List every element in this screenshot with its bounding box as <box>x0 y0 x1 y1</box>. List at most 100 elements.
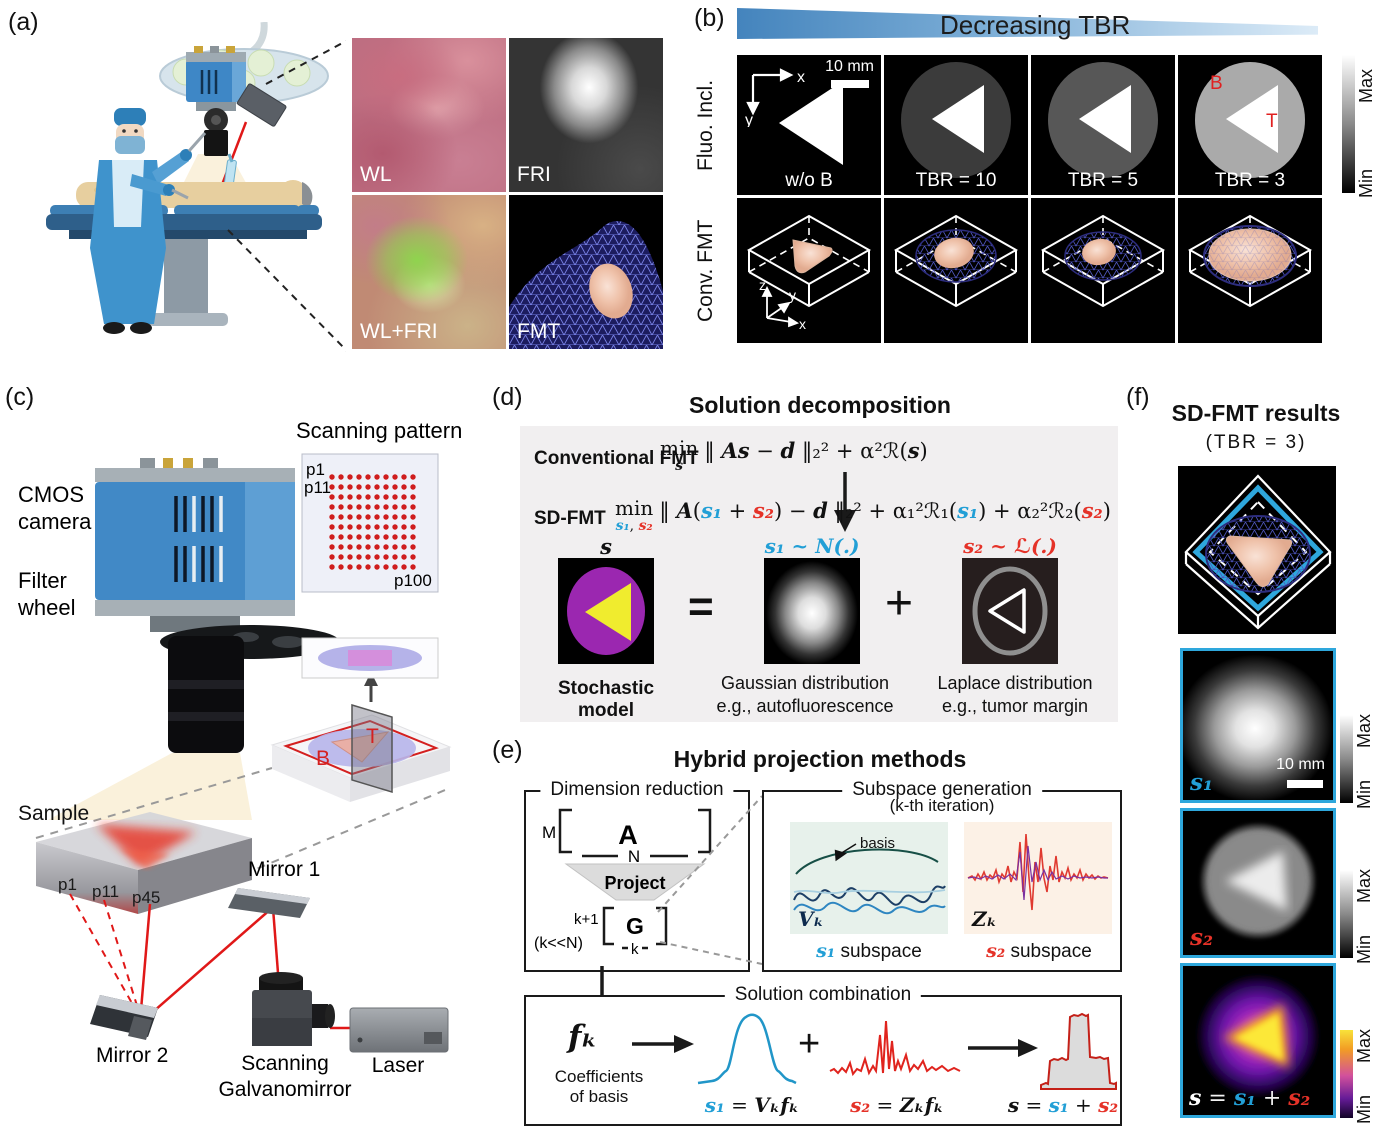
phantom-icon: B T <box>270 672 452 802</box>
cmos-label-1: CMOS <box>18 482 84 507</box>
subspace-generation-title: Subspace generation <box>842 779 1042 801</box>
mirror1-icon <box>228 888 310 918</box>
panel-f-subtitle: (TBR = 3) <box>1205 432 1307 453</box>
s1-result-image: s₁ 10 mm <box>1180 648 1336 803</box>
combined-curve <box>1040 1012 1117 1090</box>
fmt-mesh-render <box>509 221 663 349</box>
s2-result-label: s₂ <box>1190 924 1214 951</box>
cmos-camera-icon <box>95 458 295 632</box>
s2-subspace-label: s₂ subspace <box>986 940 1092 962</box>
colorbar-gray <box>1340 870 1353 958</box>
colorbar-min-label: Min <box>1354 1094 1374 1124</box>
sdfmt-3d-result <box>1178 466 1336 634</box>
colorbar-max-label: Max <box>1354 713 1374 748</box>
surgery-illustration <box>46 22 346 352</box>
tbr-header: Decreasing TBR <box>940 10 1131 40</box>
photo-fmt-label: FMT <box>517 320 561 343</box>
zoom-dashed-lines <box>227 39 346 352</box>
svg-text:x: x <box>799 316 806 332</box>
photo-fmt: FMT <box>509 195 663 349</box>
laplace-caption: Laplace distribution e.g., tumor margin <box>937 673 1093 716</box>
svg-text:p1: p1 <box>306 460 325 479</box>
photo-wlfri: WL+FRI <box>352 195 506 349</box>
stochastic-model-caption: Stochastic model <box>557 678 655 721</box>
panel-c-tag: (c) <box>5 383 35 411</box>
lens-icon <box>168 636 244 753</box>
fmt3d-cell-tbr3 <box>1178 198 1322 343</box>
gaussian-caption: Gaussian distribution e.g., autofluoresce… <box>716 673 894 716</box>
scan-pattern-box: p1 p11 p100 <box>301 453 439 593</box>
fluo-cell-wob: x y 10 mm w/o B <box>737 55 881 195</box>
svg-text:N: N <box>628 847 640 866</box>
svg-text:G: G <box>626 913 644 939</box>
fluo-cell-tbr10: TBR = 10 <box>884 55 1028 195</box>
colorbar-min-label: Min <box>1354 934 1374 964</box>
svg-text:y: y <box>789 287 796 303</box>
svg-text:B: B <box>316 747 330 770</box>
s-result-label: s = s₁ + s₂ <box>1189 1085 1311 1111</box>
cmos-label-2: camera <box>18 509 92 534</box>
cell-caption: TBR = 10 <box>915 170 997 191</box>
s2-curve <box>829 1020 961 1077</box>
svg-text:Zₖ: Zₖ <box>971 907 997 931</box>
fluo-cell-tbr5: TBR = 5 <box>1031 55 1175 195</box>
svg-text:y: y <box>745 112 753 127</box>
panel-e-tag: (e) <box>492 736 523 764</box>
svg-text:z: z <box>759 277 766 293</box>
laser-beams <box>69 893 352 1030</box>
fmt3d-cell-tbr5 <box>1031 198 1175 343</box>
svg-text:p1: p1 <box>58 875 77 894</box>
mirror1-label: Mirror 1 <box>248 858 320 881</box>
plus-sign: + <box>798 1023 821 1065</box>
kth-iteration-label: (k-th iteration) <box>889 796 995 815</box>
svg-text:k: k <box>631 941 639 958</box>
photo-wl-label: WL <box>360 163 392 186</box>
colorbar-gray <box>1342 55 1355 193</box>
svg-text:basis: basis <box>860 835 895 852</box>
svg-text:p100: p100 <box>394 571 432 590</box>
colorbar-min-label: Min <box>1354 779 1374 809</box>
recon-blob <box>1082 238 1116 266</box>
colorbar-max-label: Max <box>1354 868 1374 903</box>
fk-label: fₖ <box>568 1019 598 1055</box>
s1-subspace-label: s₁ subspace <box>816 940 922 962</box>
plus-sign: + <box>885 577 914 630</box>
arrow-right-icon <box>968 1039 1038 1057</box>
galvo-label-2: Galvanomirror <box>218 1078 351 1101</box>
svg-text:(k<<N): (k<<N) <box>534 935 583 952</box>
cell-caption: TBR = 5 <box>1067 170 1139 191</box>
s-thumbnail <box>558 558 654 664</box>
galvo-label-1: Scanning <box>241 1052 329 1075</box>
svg-text:T: T <box>366 725 379 748</box>
marker-t: T <box>1266 111 1278 132</box>
colorbar-min-label: Min <box>1356 168 1376 198</box>
magnify-dashed-lines <box>35 767 451 881</box>
svg-text:A: A <box>618 820 638 850</box>
colorbar-max-label: Max <box>1356 68 1376 103</box>
photo-fri: FRI <box>509 38 663 192</box>
cell-caption: TBR = 3 <box>1214 170 1286 191</box>
filter-label-1: Filter <box>18 568 67 593</box>
decompose-arrow-icon <box>834 472 856 532</box>
subspace-generation-box: Subspace generation (k-th iteration) bas… <box>762 779 1122 972</box>
equals-sign: = <box>688 582 714 631</box>
coefficients-caption: Coefficients of basis <box>554 1067 644 1107</box>
marker-b: B <box>1210 73 1223 94</box>
row-label-fluo-incl: Fluo. Incl. <box>694 79 717 171</box>
arrow-right-icon <box>632 1035 694 1053</box>
sd-fmt-label: SD-FMT <box>534 508 606 529</box>
scan-pattern-title: Scanning pattern <box>296 418 462 443</box>
panel-d-tag: (d) <box>492 383 523 411</box>
xyz-axes-icon <box>761 285 800 328</box>
s2-result-image: s₂ <box>1180 808 1336 958</box>
laser-icon <box>349 1007 449 1053</box>
panel-f-title: SD-FMT results <box>1171 400 1341 426</box>
s1-head: s₁ ~ N(.) <box>764 534 860 558</box>
recon-blob <box>792 239 833 274</box>
filter-label-2: wheel <box>17 595 75 620</box>
recon-3d: z y x <box>748 215 870 332</box>
svg-text:Project: Project <box>604 873 665 893</box>
svg-text:M: M <box>542 823 556 842</box>
photo-wlfri-label: WL+FRI <box>360 320 438 343</box>
